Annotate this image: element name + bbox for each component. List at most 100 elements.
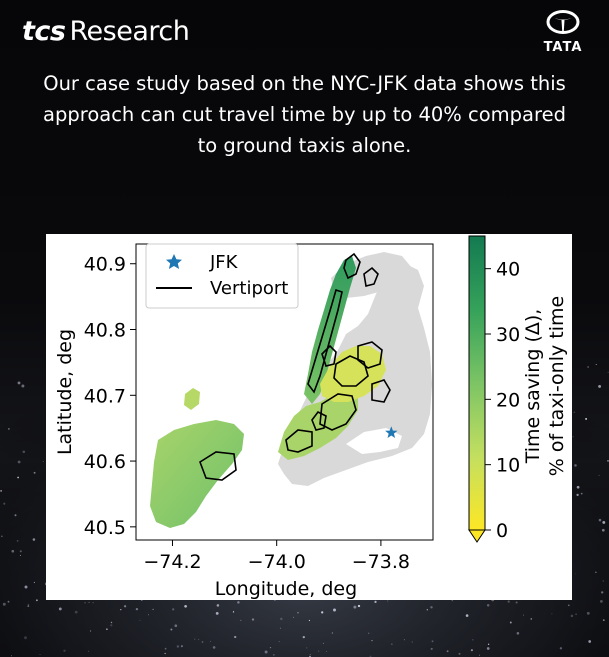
city-light-dot: [486, 647, 490, 650]
y-tick-label: 40.5: [84, 517, 126, 539]
city-light-dot: [27, 605, 30, 608]
city-light-dot: [574, 464, 577, 467]
city-light-dot: [0, 490, 2, 492]
city-light-dot: [123, 605, 127, 608]
city-light-dot: [16, 540, 19, 542]
x-axis-label: Longitude, deg: [215, 578, 357, 600]
city-light-dot: [576, 485, 580, 489]
jamaica-bay-water: [346, 428, 402, 454]
city-light-dot: [17, 381, 21, 385]
city-light-dot: [264, 650, 268, 654]
city-light-dot: [174, 624, 178, 628]
city-light-dot: [19, 550, 22, 553]
city-light-dot: [371, 640, 373, 642]
city-light-dot: [588, 640, 592, 643]
city-light-dot: [90, 630, 92, 632]
city-light-dot: [232, 610, 235, 613]
city-light-dot: [170, 628, 173, 631]
city-light-dot: [88, 601, 90, 604]
city-light-dot: [172, 608, 175, 611]
city-light-dot: [164, 647, 167, 650]
city-light-dot: [1, 535, 3, 538]
chart-panel: JFK Vertiport −74.2 −74.0 −73.8 40.5 40.6 40…: [46, 234, 572, 600]
city-light-dot: [585, 417, 588, 420]
city-light-dot: [607, 460, 609, 462]
city-light-dot: [63, 649, 66, 653]
city-light-dot: [201, 641, 204, 643]
city-light-dot: [530, 618, 533, 620]
city-light-dot: [14, 514, 17, 517]
land-brooklyn-colored: [278, 390, 358, 460]
city-light-dot: [17, 460, 21, 464]
x-tick-label: −73.8: [352, 551, 410, 573]
city-light-dot: [180, 645, 183, 648]
city-light-dot: [24, 636, 27, 640]
city-light-dot: [586, 611, 590, 615]
city-light-dot: [139, 619, 141, 621]
legend-vertiport-label: Vertiport: [210, 278, 288, 299]
city-light-dot: [292, 616, 295, 618]
city-light-dot: [212, 646, 216, 649]
city-light-dot: [152, 608, 154, 611]
city-light-dot: [333, 608, 336, 612]
city-light-dot: [32, 538, 36, 541]
map-layer: [150, 252, 432, 528]
land-manhattan: [304, 256, 356, 404]
city-light-dot: [551, 613, 553, 615]
city-light-dot: [302, 635, 305, 639]
city-light-dot: [216, 604, 220, 607]
city-light-dot: [110, 624, 113, 627]
city-light-dot: [251, 618, 255, 621]
y-tick-label: 40.9: [84, 254, 126, 276]
city-light-dot: [36, 599, 38, 602]
city-light-dot: [580, 492, 583, 495]
city-light-dot: [273, 654, 275, 656]
city-light-dot: [523, 614, 525, 616]
city-light-dot: [21, 384, 25, 388]
legend: JFK Vertiport: [145, 243, 299, 309]
land-small-island: [184, 388, 200, 410]
y-tick-label: 40.7: [84, 385, 126, 407]
city-light-dot: [601, 591, 604, 594]
tcs-logo-mark: tcs: [22, 16, 66, 47]
city-light-dot: [331, 632, 334, 634]
city-light-dot: [598, 474, 600, 476]
city-light-dot: [3, 502, 6, 505]
city-light-dot: [74, 610, 78, 614]
city-light-dot: [8, 428, 10, 430]
colorbar-tick-label: 30: [496, 324, 520, 346]
city-light-dot: [308, 619, 310, 622]
colorbar-label-line2: % of taxi-only time: [546, 296, 568, 476]
city-light-dot: [602, 619, 605, 621]
colorbar-tick-label: 0: [496, 520, 508, 542]
city-light-dot: [486, 604, 490, 607]
city-light-dot: [309, 654, 311, 655]
city-light-dot: [598, 518, 602, 522]
city-light-dot: [575, 573, 577, 575]
city-light-dot: [269, 646, 272, 649]
vertiport-outlines: [199, 252, 391, 481]
city-light-dot: [323, 642, 324, 644]
city-light-dot: [374, 600, 377, 604]
city-light-dot: [232, 611, 235, 613]
city-light-dot: [237, 601, 240, 604]
city-light-dot: [357, 604, 361, 608]
city-light-dot: [572, 436, 574, 438]
city-light-dot: [278, 641, 280, 642]
city-light-dot: [39, 654, 41, 655]
city-light-dot: [509, 621, 512, 624]
land-staten-island: [150, 420, 244, 528]
colorbar-tick-label: 10: [496, 455, 520, 477]
city-light-dot: [472, 639, 474, 641]
city-light-dot: [430, 647, 433, 650]
city-light-dot: [11, 549, 15, 553]
city-light-dot: [411, 641, 413, 643]
city-light-dot: [598, 384, 602, 388]
headline-text: Our case study based on the NYC-JFK data…: [43, 72, 566, 157]
city-light-dot: [368, 632, 370, 634]
city-light-dot: [602, 520, 606, 524]
city-light-dot: [426, 609, 428, 611]
city-light-dot: [234, 635, 237, 639]
city-light-dot: [27, 603, 30, 606]
x-tick-label: −74.0: [248, 551, 306, 573]
